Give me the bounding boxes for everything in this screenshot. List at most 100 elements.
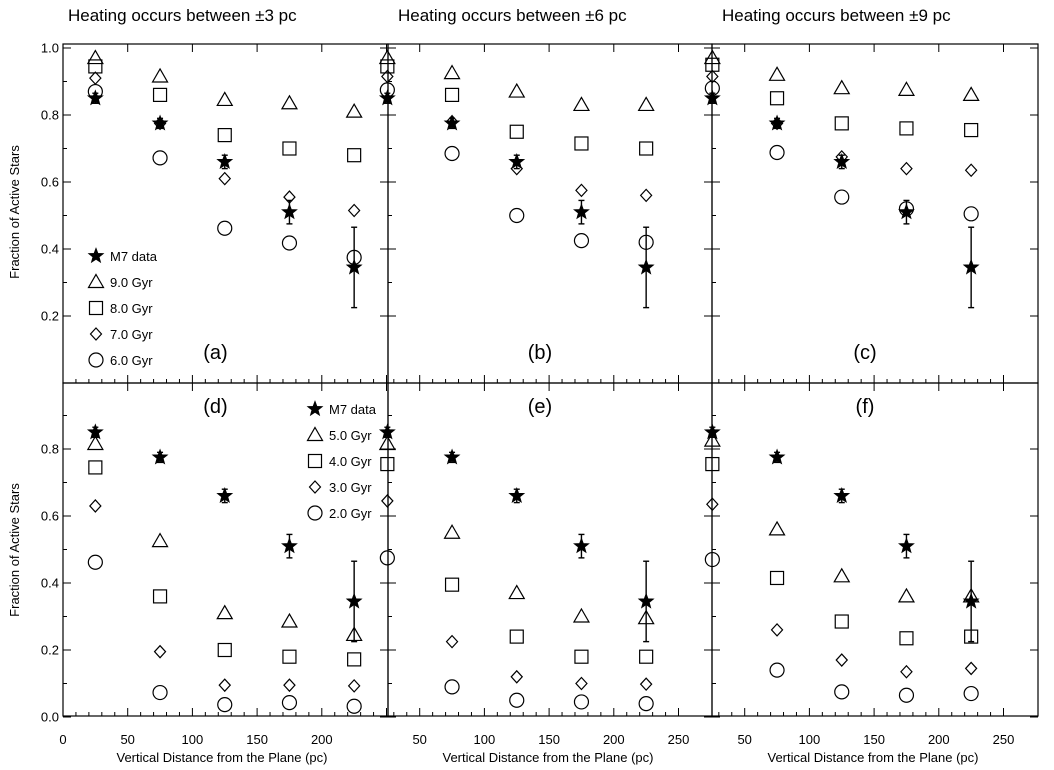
legend-entry: 5.0 Gyr [329, 428, 372, 443]
point-star [898, 537, 915, 554]
point-circle [963, 206, 979, 222]
legend-entry: M7 data [329, 402, 377, 417]
legend-marker-square [88, 300, 104, 316]
x-tick-label: 50 [120, 732, 134, 747]
x-tick-label: 50 [412, 732, 426, 747]
x-tick-label: 0 [59, 732, 66, 747]
point-square [834, 116, 849, 131]
point-square [88, 460, 103, 475]
point-circle [379, 550, 395, 566]
point-square [639, 141, 654, 156]
point-triangle [86, 435, 104, 451]
point-star [216, 487, 234, 504]
series-8-0-Gyr [705, 57, 979, 138]
column-title-1: Heating occurs between ±3 pc [68, 6, 297, 25]
legend-marker-circle [88, 352, 104, 368]
panel-b: (b) [378, 43, 713, 384]
point-circle [834, 684, 850, 700]
point-square [282, 141, 297, 156]
point-diamond [835, 653, 849, 667]
point-star [281, 537, 298, 554]
point-diamond [283, 678, 296, 693]
point-diamond [575, 183, 588, 198]
point-circle [152, 684, 168, 701]
legend-entry: 3.0 Gyr [329, 480, 372, 495]
series-m7-data [378, 423, 655, 643]
point-diamond [639, 677, 653, 692]
legend-marker-square [307, 453, 323, 469]
point-diamond [706, 497, 719, 512]
x-tick-label: 100 [474, 732, 496, 747]
y-tick-label: 1.0 [41, 41, 59, 56]
legend-marker-diamond [308, 480, 322, 494]
panel-frame [711, 43, 1039, 384]
series-4-0-Gyr [705, 456, 979, 646]
column-title-3: Heating occurs between ±9 pc [722, 6, 951, 25]
point-diamond [575, 676, 588, 691]
series-5-0-Gyr [378, 435, 655, 625]
point-circle [217, 220, 233, 236]
point-star [345, 592, 363, 609]
point-star [443, 448, 461, 465]
panel-frame [387, 43, 713, 384]
point-circle [898, 687, 915, 703]
point-triangle [833, 567, 851, 583]
point-square [834, 614, 849, 629]
x-tick-label: 200 [603, 732, 625, 747]
panel-e: 50 100 150 200 250 (e) [378, 382, 713, 747]
x-tick-label: 100 [182, 732, 204, 747]
panel-f: 50 100 150 200 250 (f) [703, 382, 1039, 747]
point-circle [573, 233, 590, 249]
series-3-0-Gyr [706, 497, 978, 679]
y-tick-label: 0.2 [41, 643, 59, 658]
series-m7-data [703, 89, 980, 309]
panel-label: (f) [856, 396, 875, 418]
point-triangle [86, 49, 104, 65]
panel-frame [387, 382, 713, 717]
point-triangle [703, 49, 721, 65]
legend-entry: 8.0 Gyr [110, 301, 153, 316]
point-circle [509, 692, 525, 708]
point-triangle [703, 431, 721, 447]
point-circle [346, 698, 362, 714]
point-square [444, 577, 460, 592]
y-axes: Fraction of Active Stars Fraction of Act… [7, 145, 22, 617]
y-tick-label: 0.0 [41, 710, 59, 725]
point-diamond [347, 678, 361, 693]
point-diamond [153, 644, 167, 659]
point-square [964, 122, 979, 138]
x-tick-label: 200 [928, 732, 950, 747]
point-diamond [89, 71, 102, 86]
point-star [768, 114, 786, 131]
point-star [86, 89, 104, 106]
y-tick-label: 0.8 [41, 108, 59, 123]
point-diamond [510, 669, 524, 684]
point-diamond [218, 678, 232, 693]
y-tick-label: 0.6 [41, 509, 59, 524]
point-star [637, 592, 655, 609]
series-7-0-Gyr [89, 71, 361, 218]
series-2-0-Gyr [704, 551, 979, 703]
y-axis-label-bottom: Fraction of Active Stars [7, 483, 22, 617]
panel-label: (d) [203, 396, 227, 418]
point-square [217, 642, 232, 658]
point-circle [573, 694, 590, 710]
y-tick-label: 0.8 [41, 442, 59, 457]
point-triangle [508, 82, 526, 98]
point-circle [769, 662, 785, 678]
point-star [962, 258, 980, 275]
series-m7-data [86, 89, 363, 309]
point-square [152, 87, 168, 103]
point-star [151, 114, 169, 131]
series-2-0-Gyr [379, 550, 654, 712]
point-triangle [572, 607, 590, 623]
point-triangle [637, 96, 655, 112]
point-star [573, 203, 590, 220]
point-square [899, 121, 914, 136]
point-square [769, 91, 785, 106]
point-diamond [900, 161, 913, 176]
series-m7-data [378, 89, 655, 309]
legend-marker-diamond [89, 327, 103, 341]
point-square [88, 59, 103, 74]
y-tick-label: 0.4 [41, 576, 59, 591]
